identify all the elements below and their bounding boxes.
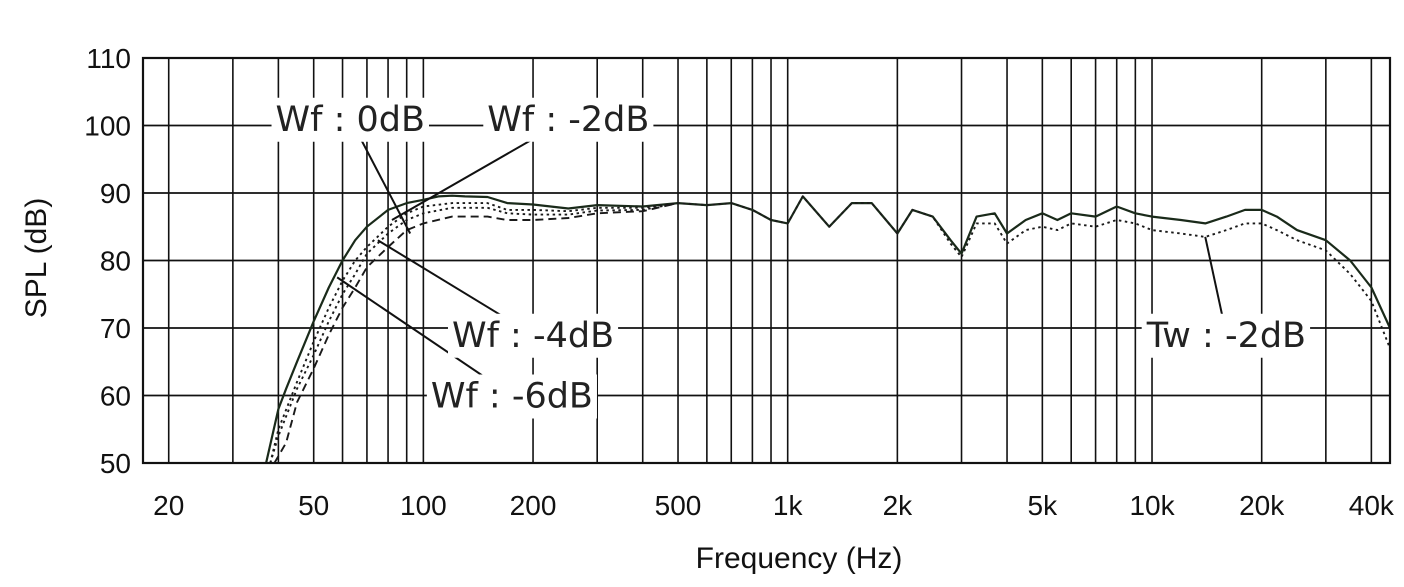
annotation-bg-3 [426, 374, 597, 419]
annotation-4: Tw : -2dB [1141, 313, 1311, 358]
annotation-bg-1 [483, 97, 654, 142]
annotation-bg-2 [447, 313, 619, 358]
annotation-label-2: Wf : -4dB [452, 316, 614, 356]
x-tick-label-7: 5k [1028, 490, 1059, 521]
x-tick-label-8: 10k [1129, 490, 1175, 521]
y-axis-tick-labels: 50 60 70 80 90 100 110 [84, 43, 131, 479]
y-tick-label-1: 60 [100, 381, 131, 412]
x-tick-label-4: 500 [655, 490, 702, 521]
annotation-1: Wf : -2dB [483, 97, 654, 142]
y-tick-label-5: 100 [84, 111, 131, 142]
x-tick-label-1: 50 [298, 490, 329, 521]
curve-dotted-2 [269, 202, 679, 464]
curve-annotations: Wf : 0dB Wf : -2dB Wf : -4dB Wf : -6dB Tw : … [271, 97, 1311, 419]
annotation-2: Wf : -4dB [447, 313, 619, 358]
x-tick-label-3: 200 [510, 490, 557, 521]
x-tick-label-5: 1k [773, 490, 804, 521]
response-curves [265, 194, 1391, 464]
x-tick-label-2: 100 [400, 490, 447, 521]
curve-solid-0 [265, 194, 1391, 464]
curve-dashed-3 [273, 202, 679, 464]
y-tick-label-4: 90 [100, 178, 131, 209]
y-tick-label-3: 80 [100, 246, 131, 277]
annotation-label-4: Tw : -2dB [1146, 316, 1306, 356]
annotation-bg-4 [1141, 313, 1311, 358]
y-tick-label-0: 50 [100, 448, 131, 479]
annotation-label-3: Wf : -6dB [431, 377, 593, 417]
x-axis-tick-labels: 20 50 100 200 500 1k 2k 5k 10k 20k 40k [153, 490, 1395, 521]
annotation-bg-0 [271, 97, 429, 142]
annotation-label-1: Wf : -2dB [487, 100, 649, 140]
x-axis-title: Frequency (Hz) [696, 542, 903, 575]
y-axis-title: SPL (dB) [20, 198, 53, 319]
x-tick-label-6: 2k [883, 490, 914, 521]
y-tick-label-6: 110 [86, 43, 131, 74]
x-tick-label-0: 20 [153, 490, 184, 521]
annotation-3: Wf : -6dB [426, 374, 597, 419]
plot-frame [141, 56, 1392, 465]
x-tick-label-10: 40k [1349, 490, 1395, 521]
annotation-label-0: Wf : 0dB [276, 100, 425, 140]
annotation-0: Wf : 0dB [271, 97, 429, 142]
y-tick-label-2: 70 [100, 313, 131, 344]
x-tick-label-9: 20k [1239, 490, 1285, 521]
